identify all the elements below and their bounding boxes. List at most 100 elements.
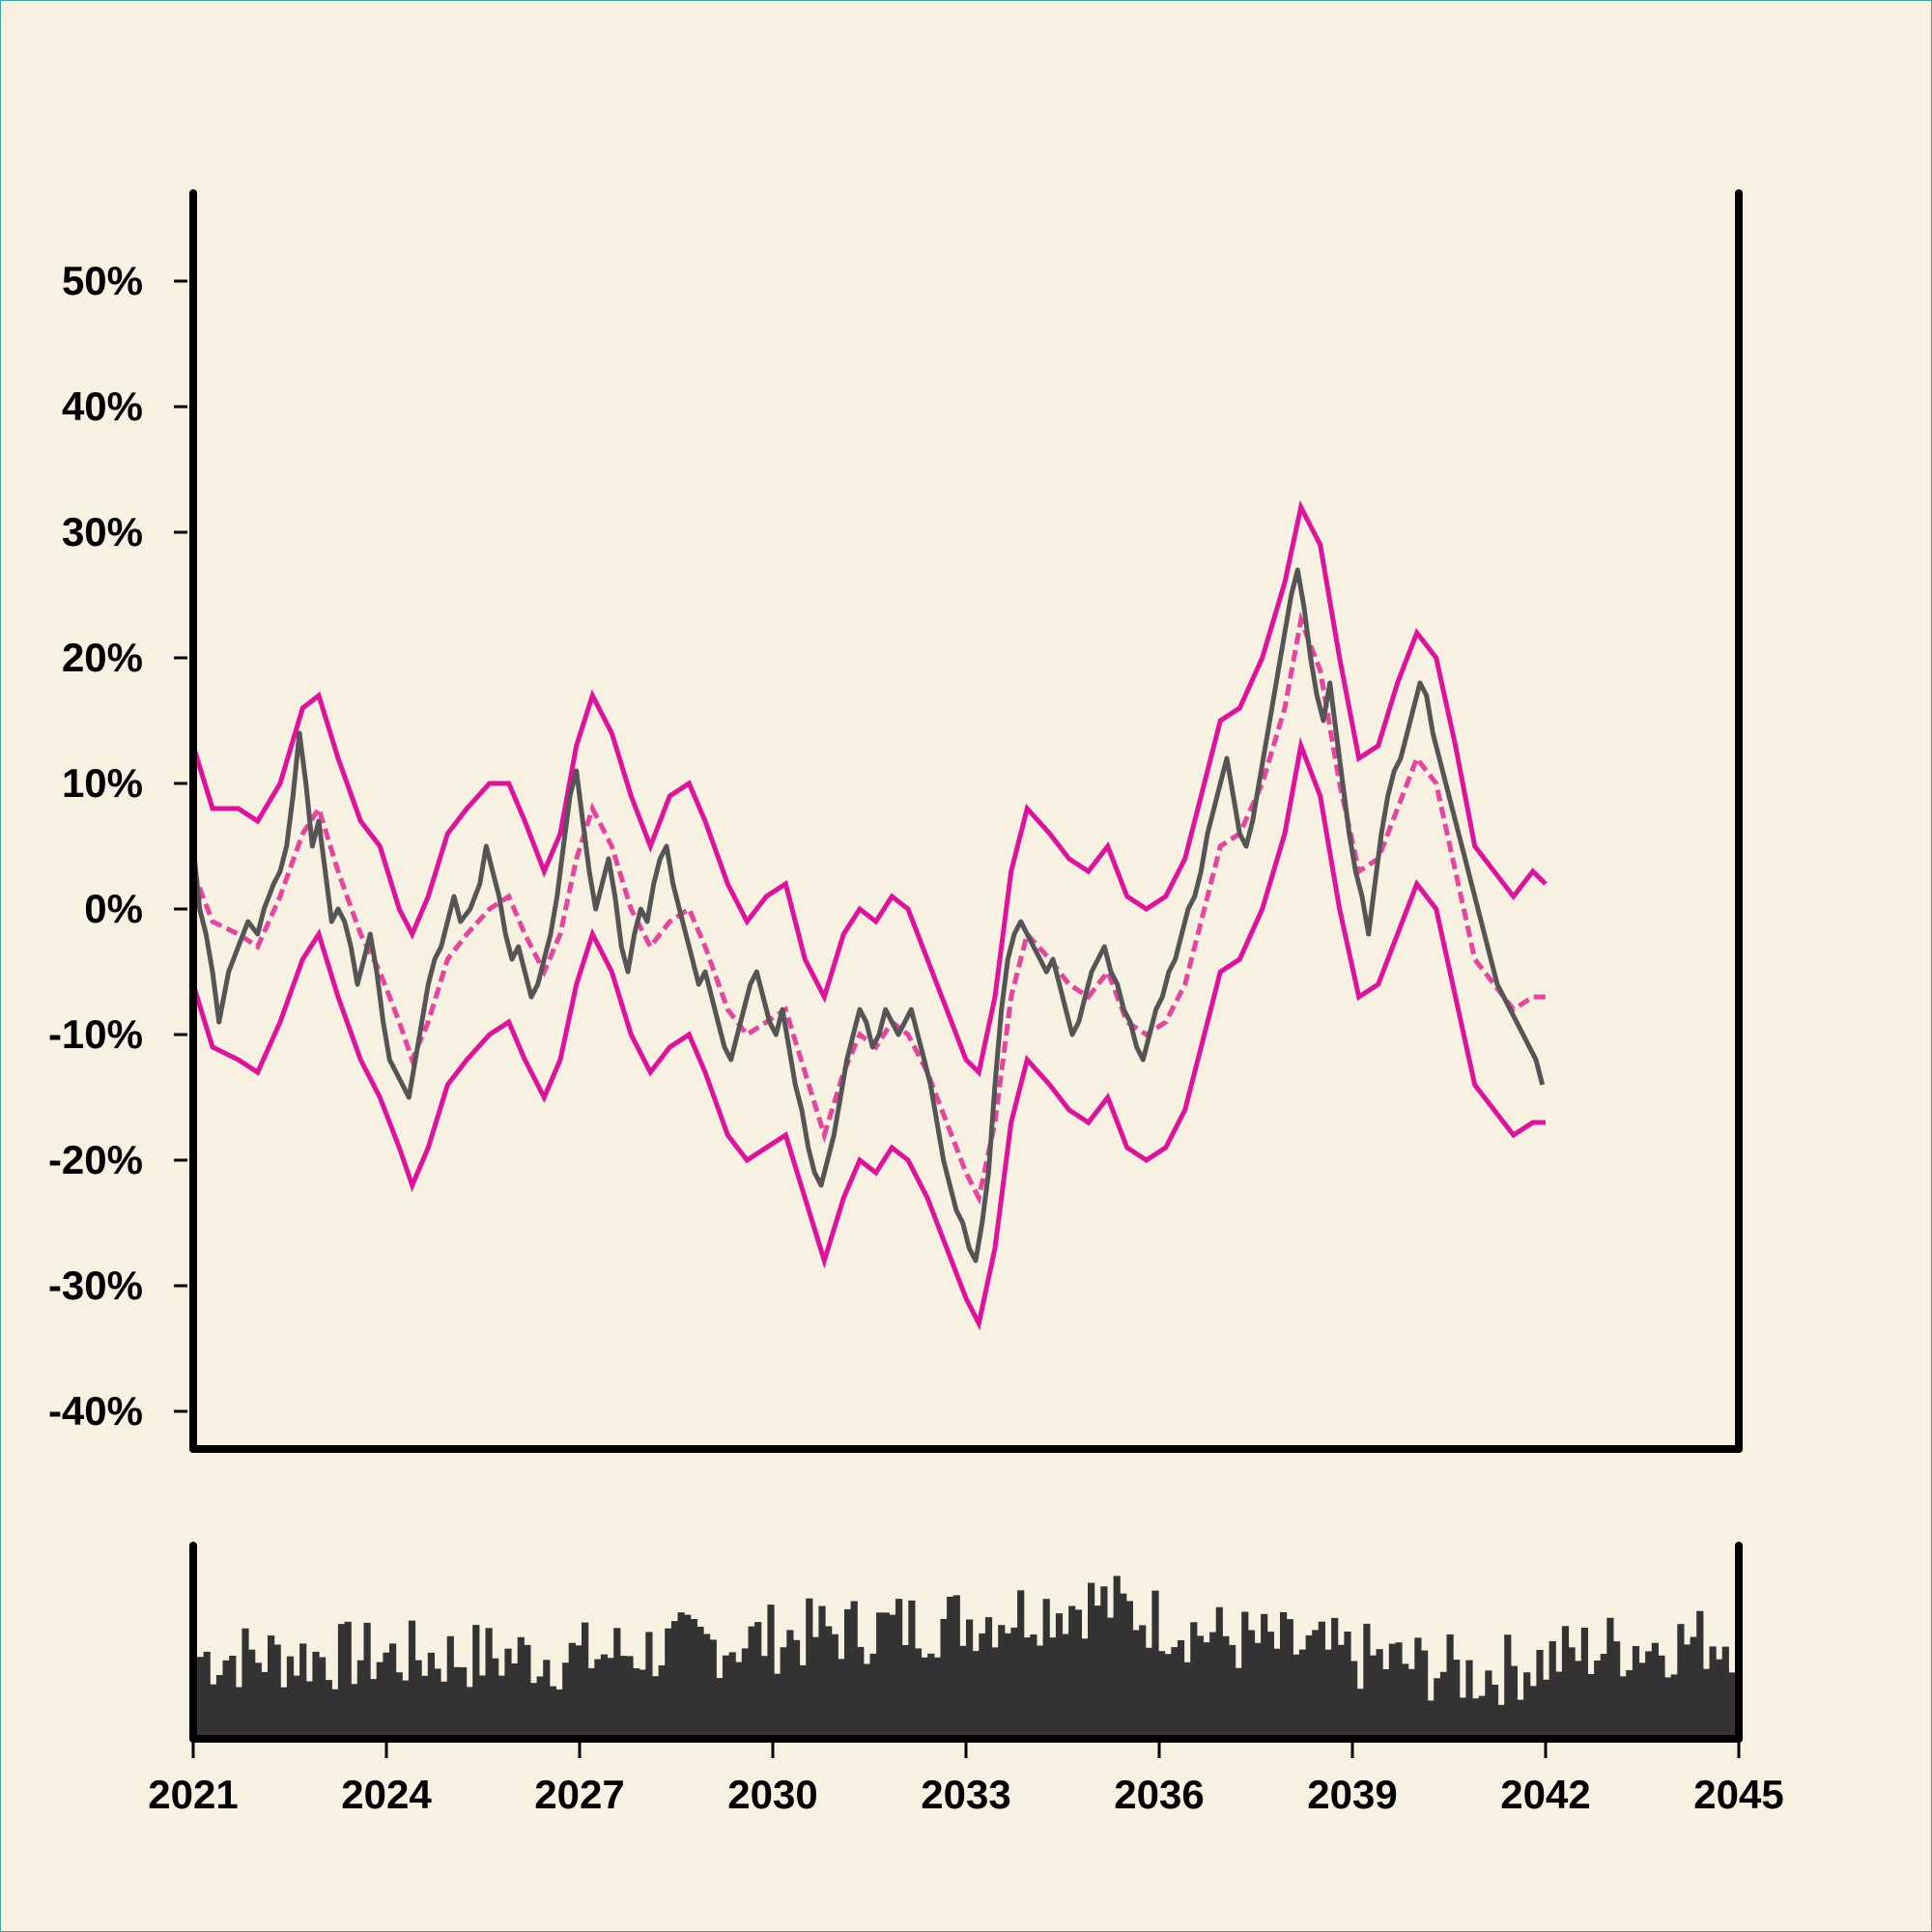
volume-bar	[1324, 1649, 1332, 1739]
volume-bar	[549, 1686, 556, 1739]
volume-bar	[1120, 1593, 1127, 1739]
volume-bar	[1478, 1695, 1486, 1739]
volume-bar	[376, 1662, 384, 1739]
volume-bar	[356, 1660, 364, 1739]
volume-bar	[1055, 1613, 1064, 1739]
y-tick-label: 0%	[84, 886, 143, 931]
volume-bar	[1504, 1634, 1512, 1739]
volume-bar	[1363, 1623, 1371, 1739]
volume-bar	[1042, 1599, 1050, 1739]
volume-bar	[1439, 1671, 1448, 1739]
volume-bar	[1517, 1699, 1524, 1739]
volume-bar	[1049, 1637, 1057, 1739]
volume-bar	[716, 1678, 724, 1739]
volume-bar	[1209, 1632, 1217, 1739]
volume-bar	[959, 1645, 967, 1739]
volume-bar	[1465, 1660, 1473, 1739]
volume-bar	[1145, 1647, 1152, 1739]
price-line	[190, 567, 1546, 1264]
volume-bar	[869, 1653, 877, 1739]
volume-bar	[735, 1662, 743, 1739]
volume-bar	[1575, 1661, 1582, 1739]
volume-bar	[254, 1662, 262, 1739]
volume-bar	[1683, 1644, 1691, 1739]
volume-bar	[792, 1639, 801, 1739]
volume-bar	[370, 1679, 378, 1739]
volume-bar	[1414, 1637, 1422, 1739]
volume-bar	[1658, 1655, 1665, 1739]
volume-bar	[665, 1628, 672, 1739]
volume-bar	[1632, 1646, 1640, 1739]
volume-bar	[952, 1595, 960, 1739]
volume-bar	[991, 1647, 999, 1739]
volume-bar	[1229, 1644, 1236, 1739]
volume-bar	[696, 1627, 704, 1739]
volume-bar	[1017, 1590, 1025, 1739]
volume-bar	[299, 1643, 307, 1739]
volume-bar	[1350, 1661, 1358, 1739]
volume-bar	[1344, 1632, 1351, 1739]
volume-bar	[1215, 1606, 1223, 1739]
volume-bar	[312, 1651, 320, 1739]
volume-bar	[215, 1675, 224, 1739]
volume-bar	[811, 1636, 819, 1739]
volume-bar	[1446, 1634, 1454, 1739]
volume-bar	[799, 1664, 807, 1739]
volume-bar	[1356, 1689, 1364, 1739]
volume-bar	[1293, 1654, 1300, 1739]
volume-bar	[1254, 1642, 1262, 1739]
volume-bar	[427, 1652, 435, 1739]
volume-bar	[229, 1656, 237, 1739]
volume-bar	[626, 1656, 634, 1739]
volume-bar	[1100, 1586, 1108, 1739]
volume-bar	[414, 1660, 422, 1739]
volume-bar	[587, 1667, 595, 1739]
volume-bar	[633, 1668, 640, 1739]
volume-bar	[1651, 1642, 1659, 1739]
volume-bar	[1510, 1665, 1518, 1739]
volume-bar	[1716, 1659, 1723, 1739]
y-axis-ticks: 50% 40% 30% 20% 10% 0% -10% -20% -30% -40%	[48, 258, 187, 1434]
volume-bar	[1088, 1582, 1095, 1739]
volume-bar	[760, 1656, 768, 1739]
bollinger-bands	[190, 499, 1548, 1331]
volume-bar	[421, 1675, 429, 1739]
volume-bar	[1728, 1672, 1736, 1739]
volume-bar	[389, 1643, 397, 1739]
y-tick-label: -10%	[48, 1011, 143, 1057]
volume-bar	[325, 1680, 332, 1739]
volume-bar	[286, 1656, 295, 1739]
volume-bar	[966, 1619, 974, 1739]
lower-band-line	[190, 736, 1546, 1331]
volume-bar	[741, 1648, 749, 1739]
volume-bar	[921, 1657, 928, 1739]
volume-bar	[1555, 1671, 1563, 1739]
volume-bar	[492, 1658, 499, 1739]
volume-bar	[1113, 1576, 1121, 1739]
volume-bar	[197, 1657, 205, 1739]
volume-bar	[1497, 1704, 1505, 1739]
volume-bar	[273, 1644, 281, 1739]
x-tick-label: 2021	[148, 1772, 238, 1817]
volume-bar	[524, 1644, 531, 1739]
volume-bar	[363, 1622, 371, 1739]
volume-bar	[1241, 1611, 1249, 1739]
volume-bar	[901, 1645, 909, 1739]
volume-bar	[1337, 1644, 1345, 1739]
volume-bar	[613, 1628, 621, 1739]
volume-bar	[1600, 1654, 1607, 1739]
volume-bar	[979, 1633, 986, 1739]
volume-bar	[1670, 1674, 1678, 1739]
volume-bar	[1298, 1649, 1307, 1739]
volume-bar	[331, 1689, 339, 1739]
volume-bar	[594, 1659, 602, 1739]
volume-bar	[1125, 1601, 1133, 1739]
volume-bar	[344, 1621, 352, 1739]
volume-bar	[908, 1600, 916, 1739]
volume-bar	[1312, 1630, 1320, 1739]
volume-bar	[504, 1648, 512, 1739]
volume-bar	[1664, 1677, 1672, 1739]
volume-bar	[485, 1628, 493, 1739]
x-axis-ticks: 2021 2024 2027 2030 2033 2036 2039 2042 2045	[148, 1743, 1784, 1817]
volume-bar	[850, 1601, 858, 1739]
